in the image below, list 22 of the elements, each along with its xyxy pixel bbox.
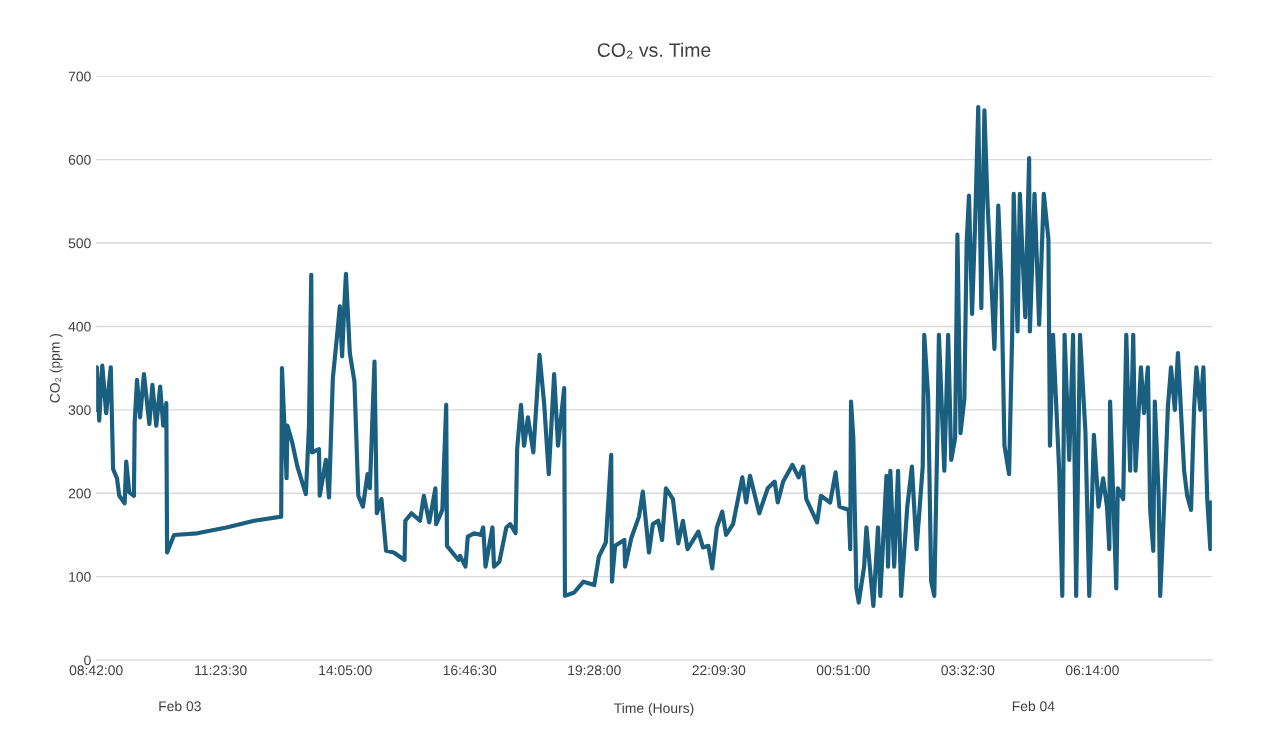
y-tick-label: 0 [84,655,91,666]
x-axis-title: Time (Hours) [614,702,694,716]
y-tick-label: 500 [68,238,91,249]
x-tick-label: 06:14:00 [1065,665,1119,676]
y-tick-label: 300 [68,405,91,416]
x-tick-label: 19:28:00 [568,665,621,676]
y-tick-label: 100 [69,572,91,582]
x-tick-label: 08:42:00 [69,665,123,676]
x-tick-label: 14:05:00 [319,665,372,676]
chart-title: CO₂ vs. Time [597,42,711,59]
text: Feb 03 [159,700,201,712]
x-tick-label: 00:51:00 [816,665,870,676]
y-tick-label: 600 [68,154,91,165]
x-tick-label: 22:09:30 [692,665,746,676]
x-tick-label: 16:46:30 [443,665,497,676]
y-tick-label: 400 [68,321,91,332]
x-tick-label: 03:32:30 [941,665,995,676]
x-tick-label: 11:23:30 [195,665,247,676]
text: Feb 04 [1012,700,1055,712]
y-tick-label: 200 [68,488,91,499]
y-tick-label: 700 [68,71,91,82]
y-axis-title: CO₂ (ppm ) [49,333,63,403]
